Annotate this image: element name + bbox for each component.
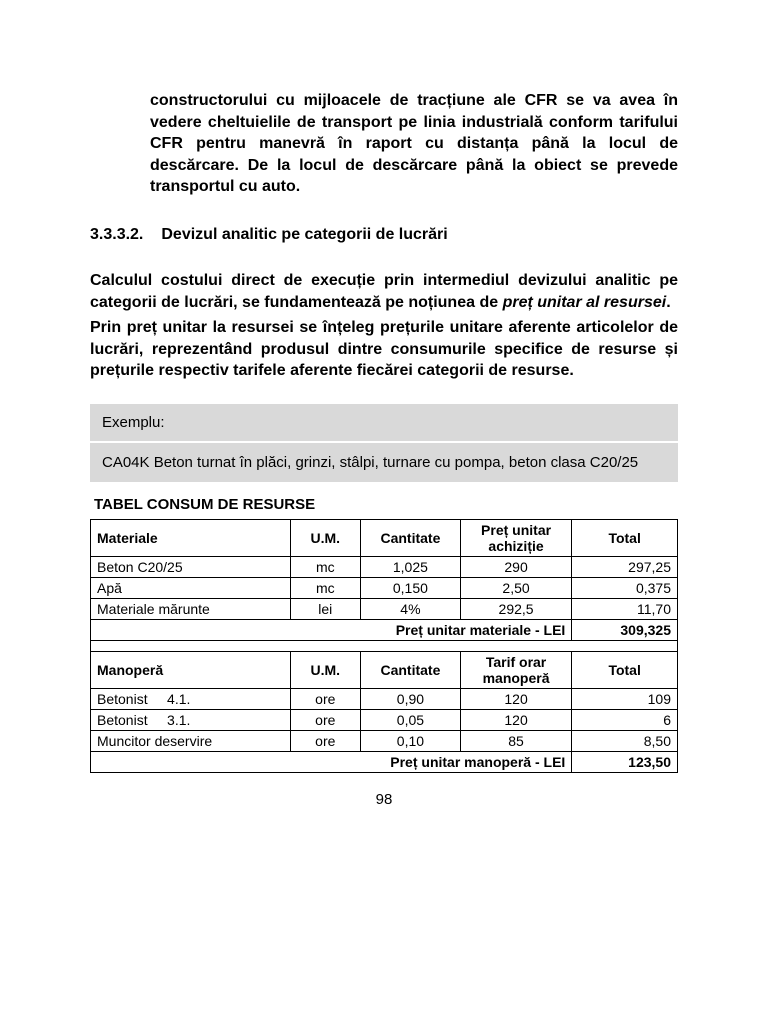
- table-title: TABEL CONSUM DE RESURSE: [90, 488, 678, 519]
- intro-paragraph: constructorului cu mijloacele de tracțiu…: [150, 90, 678, 198]
- example-label-box: Exemplu:: [90, 404, 678, 441]
- resources-table: Materiale U.M. Cantitate Preț unitar ach…: [90, 519, 678, 773]
- col-pret: Preț unitar achiziție: [460, 520, 572, 557]
- table-row: Apă mc 0,150 2,50 0,375: [91, 578, 678, 599]
- table-row: Beton C20/25 mc 1,025 290 297,25: [91, 557, 678, 578]
- spacer-row: [91, 641, 678, 652]
- materiale-header-row: Materiale U.M. Cantitate Preț unitar ach…: [91, 520, 678, 557]
- section-heading: 3.3.3.2. Devizul analitic pe categorii de…: [90, 226, 678, 244]
- table-row: Betonist 3.1. ore 0,05 120 6: [91, 710, 678, 731]
- example-code-box: CA04K Beton turnat în plăci, grinzi, stâ…: [90, 443, 678, 483]
- materiale-subtotal-row: Preț unitar materiale - LEI 309,325: [91, 620, 678, 641]
- page-content: constructorului cu mijloacele de tracțiu…: [0, 0, 768, 838]
- table-row: Muncitor deservire ore 0,10 85 8,50: [91, 731, 678, 752]
- manopera-section-head: Manoperă: [91, 652, 291, 689]
- col-um: U.M.: [290, 652, 360, 689]
- para2-italic: preț unitar al resursei: [503, 294, 667, 311]
- heading-text: Devizul analitic pe categorii de lucrări: [161, 226, 447, 243]
- col-pret: Tarif orar manoperă: [460, 652, 572, 689]
- col-total: Total: [572, 520, 678, 557]
- table-row: Betonist 4.1. ore 0,90 120 109: [91, 689, 678, 710]
- heading-number: 3.3.3.2.: [90, 226, 143, 244]
- manopera-header-row: Manoperă U.M. Cantitate Tarif orar manop…: [91, 652, 678, 689]
- col-total: Total: [572, 652, 678, 689]
- col-cant: Cantitate: [361, 652, 461, 689]
- para2-part-c: .: [666, 294, 670, 311]
- table-row: Materiale mărunte lei 4% 292,5 11,70: [91, 599, 678, 620]
- paragraph-2: Calculul costului direct de execuție pri…: [90, 270, 678, 313]
- page-number: 98: [90, 791, 678, 808]
- col-cant: Cantitate: [361, 520, 461, 557]
- manopera-subtotal-row: Preț unitar manoperă - LEI 123,50: [91, 752, 678, 773]
- col-um: U.M.: [290, 520, 360, 557]
- materiale-section-head: Materiale: [91, 520, 291, 557]
- paragraph-3: Prin preț unitar la resursei se înțeleg …: [90, 317, 678, 382]
